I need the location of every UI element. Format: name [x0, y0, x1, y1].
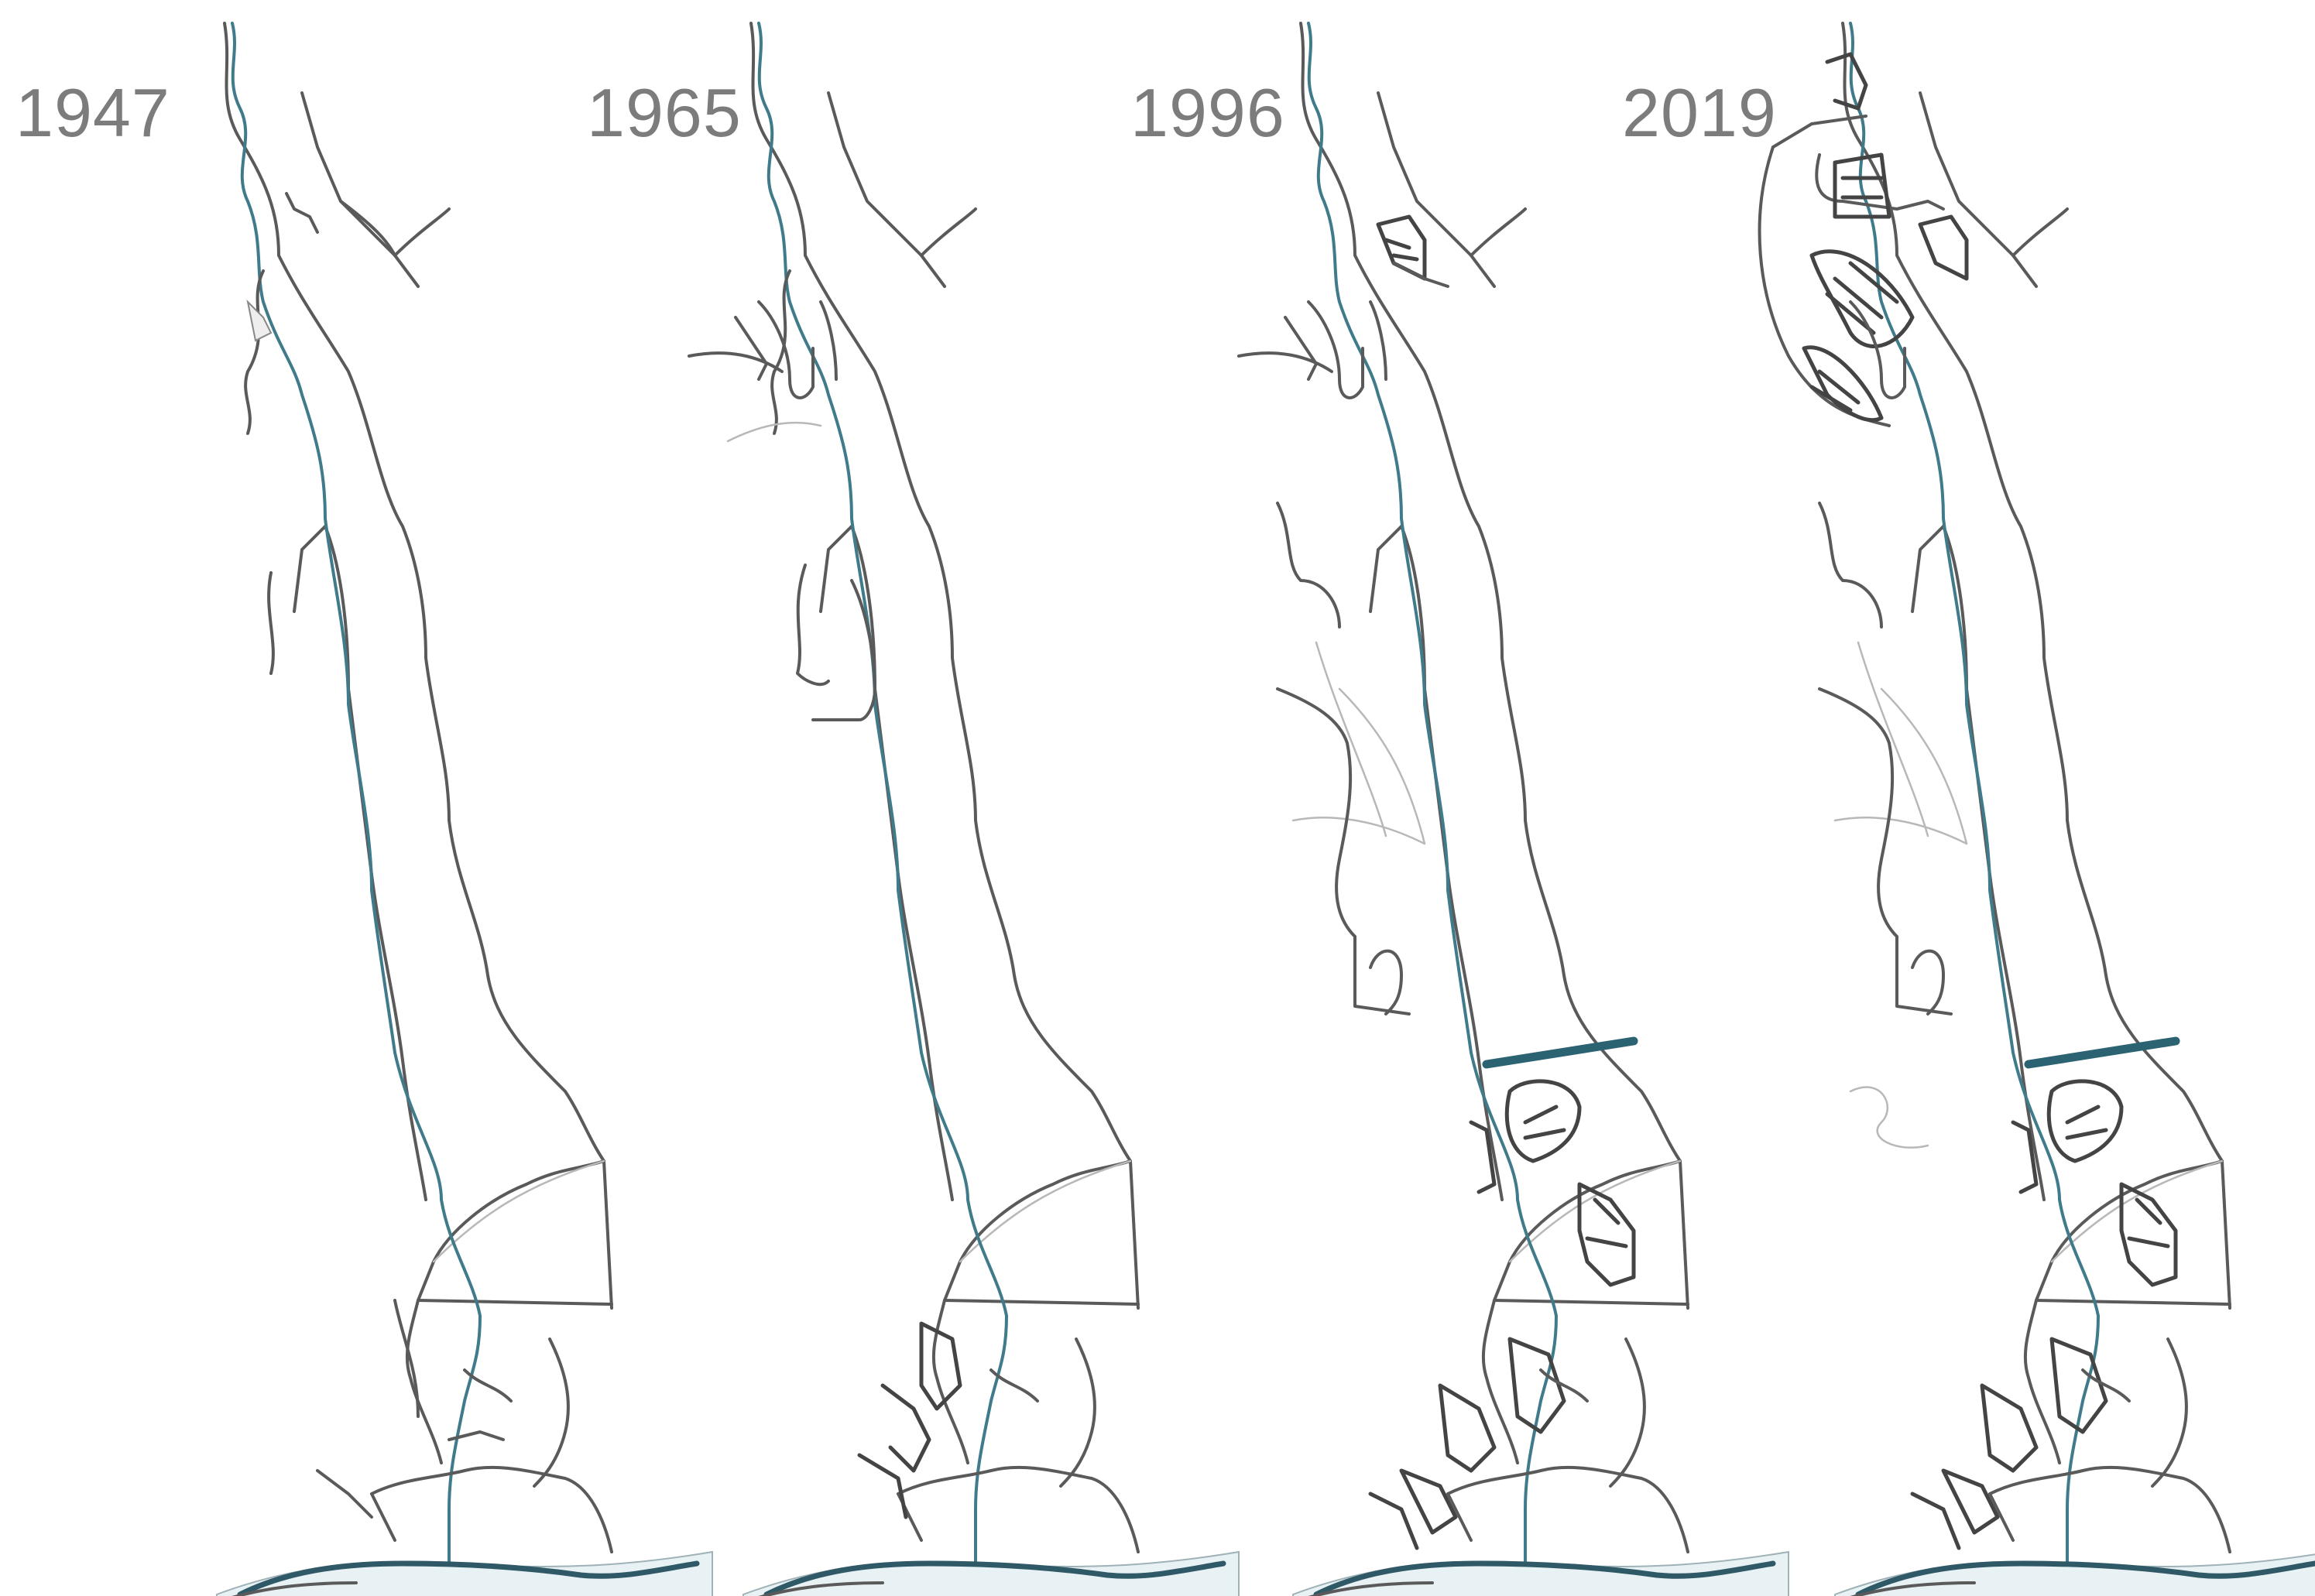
map-panel-2019	[1758, 22, 2315, 1596]
village-1947	[246, 299, 273, 342]
bridge-2019	[2024, 1036, 2180, 1069]
year-label-1996: 1996	[1130, 74, 1285, 151]
road-west-spur	[244, 269, 265, 435]
map-panel-1965	[688, 22, 1239, 1596]
year-label-1947: 1947	[15, 74, 170, 151]
year-label-1965: 1965	[587, 74, 742, 151]
bridge-1996	[1482, 1036, 1638, 1069]
year-label-2019: 2019	[1622, 74, 1777, 151]
map-panel-1947	[217, 22, 712, 1596]
map-panel-1996	[1237, 22, 1789, 1596]
